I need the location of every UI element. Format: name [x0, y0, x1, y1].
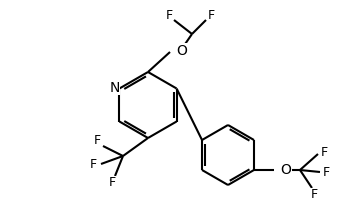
Text: F: F: [108, 177, 116, 190]
Text: F: F: [166, 9, 172, 21]
Text: F: F: [310, 189, 318, 202]
Text: O: O: [176, 44, 187, 58]
Text: F: F: [323, 166, 329, 180]
Text: F: F: [94, 135, 100, 147]
Text: F: F: [320, 146, 328, 159]
Text: F: F: [207, 9, 215, 21]
Text: N: N: [109, 80, 120, 95]
Text: F: F: [89, 159, 96, 171]
Text: O: O: [280, 163, 291, 177]
